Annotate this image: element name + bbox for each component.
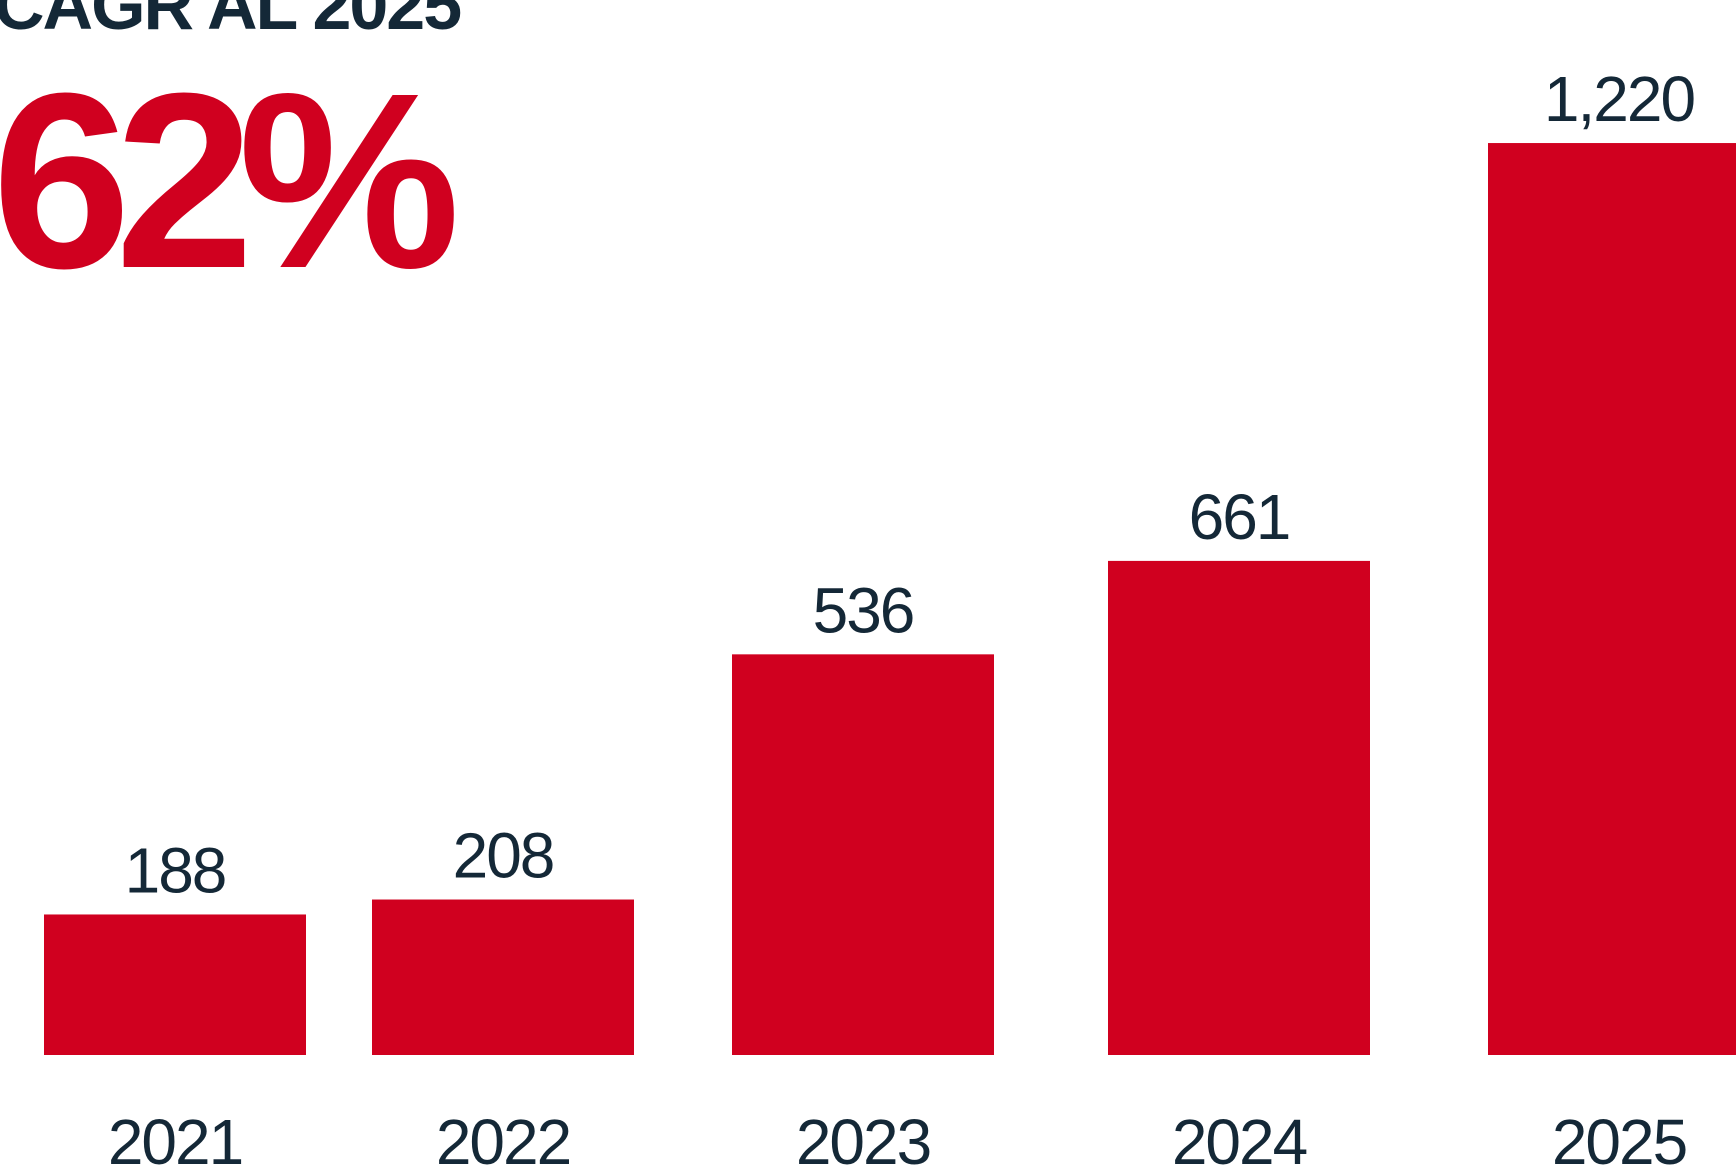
category-label-2023: 2023 bbox=[796, 1106, 930, 1175]
bar-2024 bbox=[1108, 560, 1370, 1055]
value-label-2021: 188 bbox=[125, 834, 226, 906]
bar-2025 bbox=[1488, 143, 1736, 1056]
category-label-2022: 2022 bbox=[436, 1106, 570, 1175]
category-label-2024: 2024 bbox=[1172, 1106, 1307, 1175]
category-label-2021: 2021 bbox=[108, 1106, 242, 1175]
value-labels-group: 188 208 536 661 1,220 bbox=[125, 63, 1697, 906]
category-labels-group: 2021 2022 2023 2024 2025 bbox=[108, 1106, 1688, 1175]
bars-group bbox=[44, 143, 1736, 1056]
value-label-2025: 1,220 bbox=[1544, 63, 1695, 135]
bar-2023 bbox=[732, 654, 994, 1055]
category-label-2025: 2025 bbox=[1552, 1106, 1686, 1175]
bar-2021 bbox=[44, 914, 306, 1055]
value-label-2023: 536 bbox=[813, 574, 914, 646]
value-label-2024: 661 bbox=[1189, 481, 1290, 553]
value-label-2022: 208 bbox=[453, 820, 554, 892]
cagr-value: 62% bbox=[0, 41, 460, 320]
chart-title: CAGR AL 2025 bbox=[0, 0, 462, 44]
bar-2022 bbox=[372, 899, 634, 1055]
